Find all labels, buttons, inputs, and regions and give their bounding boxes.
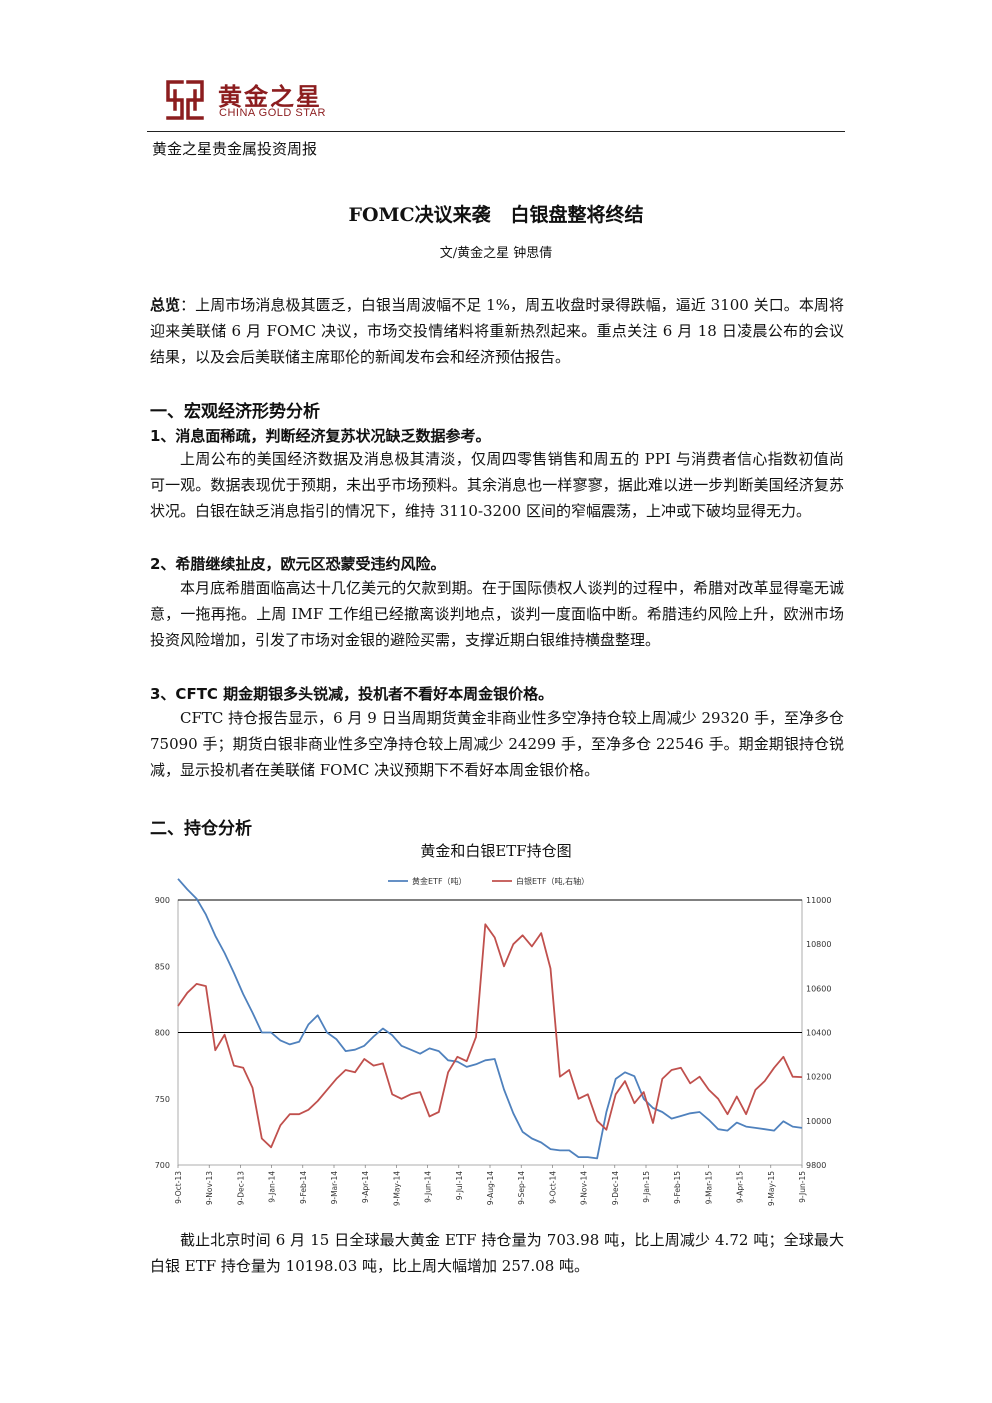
x-tick-label: 9-Apr-15 [736, 1171, 745, 1203]
section-1-3-paragraph: CFTC 持仓报告显示，6 月 9 日当周期货黄金非商业性多空净持仓较上周减少 … [150, 709, 844, 779]
x-tick-label: 9-Oct-14 [548, 1171, 557, 1204]
summary-text: ：上周市场消息极其匮乏，白银当周波幅不足 1%，周五收盘时录得跌幅，逼近 310… [150, 296, 844, 366]
x-tick-label: 9-Oct-13 [174, 1171, 183, 1204]
y-right-tick-label: 10000 [806, 1117, 831, 1126]
y-right-tick-label: 11000 [806, 896, 831, 905]
x-tick-label: 9-Aug-14 [486, 1171, 495, 1205]
etf-holdings-chart: 700 750 800 850 900 9800 10000 10200 10400 10600 1… [155, 876, 832, 1206]
summary-paragraph: 总览：上周市场消息极其匮乏，白银当周波幅不足 1%，周五收盘时录得跌幅，逼近 3… [150, 292, 844, 370]
report-series-name: 黄金之星贵金属投资周报 [152, 140, 318, 158]
x-tick-label: 9-Nov-14 [580, 1171, 589, 1205]
x-tick-label: 9-Nov-13 [205, 1171, 214, 1205]
y-right-tick-label: 10200 [806, 1073, 831, 1082]
document-title: FOMC决议来袭 白银盘整将终结 [348, 204, 644, 226]
x-tick-label: 9-Mar-15 [704, 1171, 713, 1205]
y-left-tick-label: 700 [155, 1161, 170, 1170]
section-1-3-heading: 3、CFTC 期金期银多头锐减，投机者不看好本周金银价格。 [150, 685, 554, 703]
y-left-tick-label: 800 [155, 1029, 170, 1038]
section-1-heading: 一、宏观经济形势分析 [150, 402, 320, 422]
section-2-heading: 二、持仓分析 [150, 819, 252, 839]
y-right-tick-label: 10400 [806, 1029, 831, 1038]
section-1-1-heading: 1、消息面稀疏，判断经济复苏状况缺乏数据参考。 [150, 427, 491, 445]
section-1-2-paragraph: 本月底希腊面临高达十几亿美元的欠款到期。在于国际债权人谈判的过程中，希腊对改革显… [150, 579, 844, 649]
chart-title: 黄金和白银ETF持仓图 [420, 842, 572, 860]
y-right-tick-label: 9800 [806, 1161, 826, 1170]
x-tick-label: 9-Jan-14 [268, 1171, 277, 1203]
document-byline: 文/黄金之星 钟思倩 [439, 246, 553, 261]
summary-lead: 总览 [150, 296, 181, 314]
logo-chinese-name: 黄金之星 [218, 83, 322, 111]
y-left-tick-label: 900 [155, 896, 170, 905]
silver-etf-series-line [177, 923, 803, 1149]
x-tick-label: 9-Jan-15 [642, 1171, 651, 1203]
x-tick-label: 9-Jun-14 [424, 1171, 433, 1203]
y-right-tick-label: 10600 [806, 984, 831, 993]
x-tick-label: 9-Jul-14 [455, 1171, 464, 1200]
x-tick-label: 9-Mar-14 [330, 1171, 339, 1205]
x-tick-label: 9-Dec-13 [236, 1171, 245, 1205]
x-tick-label: 9-May-14 [392, 1171, 401, 1206]
x-tick-label: 9-Dec-14 [611, 1171, 620, 1205]
section-1-1-paragraph: 上周公布的美国经济数据及消息极其清淡，仅周四零售销售和周五的 PPI 与消费者信… [150, 450, 844, 520]
y-right-tick-label: 10800 [806, 940, 831, 949]
y-left-tick-label: 850 [155, 962, 170, 971]
logo-mark-icon [166, 80, 204, 120]
section-2-paragraph: 截止北京时间 6 月 15 日全球最大黄金 ETF 持仓量为 703.98 吨，… [150, 1231, 844, 1275]
x-tick-label: 9-Apr-14 [361, 1171, 370, 1203]
company-logo: 黄金之星 CHINA GOLD STAR [162, 75, 352, 125]
section-1-2-heading: 2、希腊继续扯皮，欧元区恐蒙受违约风险。 [150, 555, 446, 573]
x-tick-label: 9-Sep-14 [517, 1171, 526, 1205]
legend-label: 白银ETF（吨,右轴） [516, 876, 589, 886]
legend-label: 黄金ETF（吨） [412, 876, 467, 886]
x-tick-label: 9-Feb-14 [299, 1171, 308, 1204]
x-tick-label: 9-Feb-15 [673, 1171, 682, 1204]
x-tick-label: 9-Jun-15 [798, 1171, 807, 1203]
x-tick-label: 9-May-15 [767, 1171, 776, 1206]
gold-etf-series-line [177, 878, 803, 1160]
y-left-tick-label: 750 [155, 1095, 170, 1104]
logo-english-name: CHINA GOLD STAR [219, 107, 326, 119]
header-divider [147, 131, 845, 132]
